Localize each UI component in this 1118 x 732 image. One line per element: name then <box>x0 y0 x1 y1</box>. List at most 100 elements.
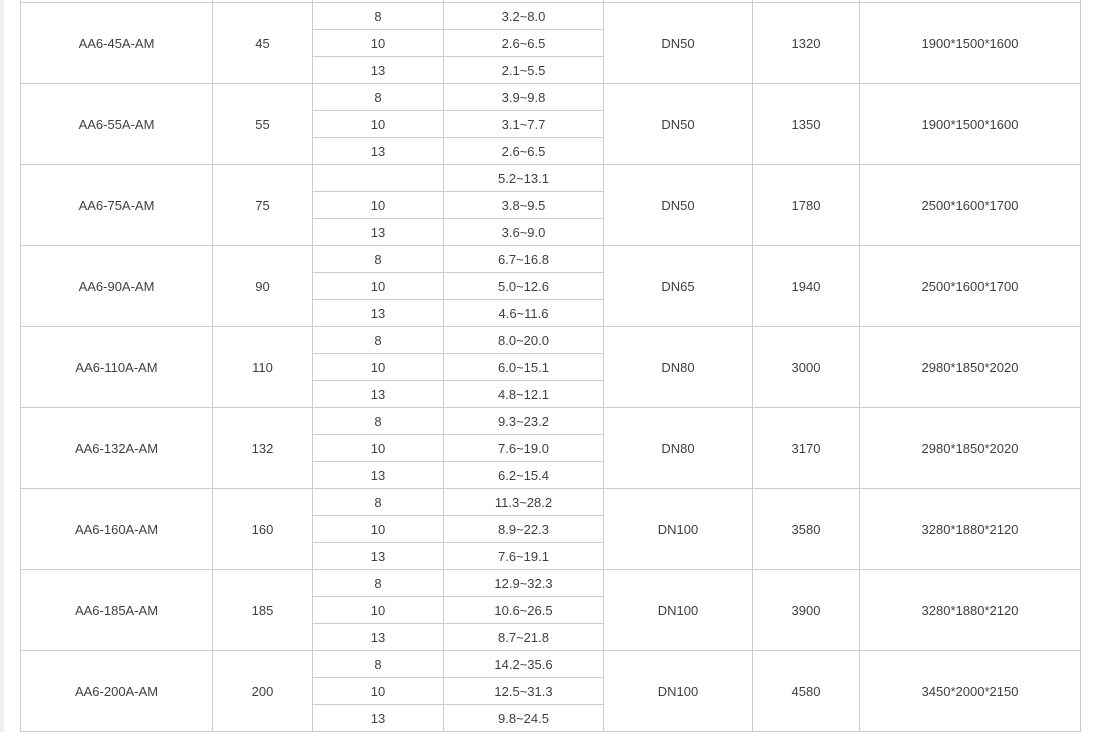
outlet-diameter-cell: DN65 <box>603 245 753 327</box>
flow-range-cell: 2.1~5.5 <box>443 56 604 84</box>
dimensions-cell: 1900*1500*1600 <box>859 2 1081 84</box>
table-row: 10 7.6~19.0 <box>21 434 1081 462</box>
table-row: AA6-90A-AM 90 8 6.7~16.8 DN65 1940 2500*1600*1… <box>20 245 1081 327</box>
table-row: AA6-160A-AM 160 8 11.3~28.2 DN100 3580 3280*18… <box>20 488 1081 570</box>
pressure-cell: 10 <box>312 515 444 543</box>
power-cell: 160 <box>212 488 313 570</box>
pressure-cell: 10 <box>312 596 444 624</box>
flow-range-cell: 2.6~6.5 <box>443 137 604 165</box>
table-row: AA6-75A-AM 75 5.2~13.1 DN50 1780 2500*1600*17… <box>20 164 1081 246</box>
flow-range-cell: 11.3~28.2 <box>443 488 604 516</box>
flow-range-cell: 2.6~6.5 <box>443 29 604 57</box>
weight-cell: 1350 <box>752 83 860 165</box>
table-row: 10 8.9~22.3 <box>21 515 1081 543</box>
pressure-cell: 8 <box>312 326 444 354</box>
table-row: 13 8.7~21.8 <box>21 623 1081 651</box>
table-row: 13 9.8~24.5 <box>21 704 1081 732</box>
flow-range-cell: 10.6~26.5 <box>443 596 604 624</box>
flow-range-cell: 14.2~35.6 <box>443 650 604 678</box>
power-cell: 110 <box>212 326 313 408</box>
model-cell: AA6-45A-AM <box>20 2 213 84</box>
pressure-cell: 8 <box>312 407 444 435</box>
pressure-cell: 10 <box>312 29 444 57</box>
outlet-diameter-cell: DN50 <box>603 83 753 165</box>
pressure-cell: 13 <box>312 542 444 570</box>
power-cell: 90 <box>212 245 313 327</box>
spec-table: AA6-45A-AM 45 8 3.2~8.0 DN50 1320 1900*1500*16… <box>20 0 1081 732</box>
pressure-cell: 8 <box>312 650 444 678</box>
pressure-cell: 8 <box>312 245 444 273</box>
pressure-cell: 8 <box>312 2 444 30</box>
flow-range-cell: 3.9~9.8 <box>443 83 604 111</box>
model-cell: AA6-75A-AM <box>20 164 213 246</box>
model-cell: AA6-132A-AM <box>20 407 213 489</box>
power-cell: 75 <box>212 164 313 246</box>
table-row: AA6-55A-AM 55 8 3.9~9.8 DN50 1350 1900*1500*16… <box>20 83 1081 165</box>
flow-range-cell: 6.0~15.1 <box>443 353 604 381</box>
flow-range-cell: 12.9~32.3 <box>443 569 604 597</box>
weight-cell: 3170 <box>752 407 860 489</box>
table-row: 10 12.5~31.3 <box>21 677 1081 705</box>
left-edge-strip <box>0 0 4 732</box>
weight-cell: 1940 <box>752 245 860 327</box>
flow-range-cell: 6.2~15.4 <box>443 461 604 489</box>
dimensions-cell: 2500*1600*1700 <box>859 164 1081 246</box>
pressure-cell: 13 <box>312 380 444 408</box>
dimensions-cell: 2500*1600*1700 <box>859 245 1081 327</box>
outlet-diameter-cell: DN100 <box>603 569 753 651</box>
pressure-cell: 13 <box>312 299 444 327</box>
table-row: 10 3.8~9.5 <box>21 191 1081 219</box>
model-cell: AA6-55A-AM <box>20 83 213 165</box>
weight-cell: 4580 <box>752 650 860 732</box>
outlet-diameter-cell: DN100 <box>603 650 753 732</box>
table-row: AA6-132A-AM 132 8 9.3~23.2 DN80 3170 2980*1850… <box>20 407 1081 489</box>
flow-range-cell: 6.7~16.8 <box>443 245 604 273</box>
flow-range-cell: 4.6~11.6 <box>443 299 604 327</box>
pressure-cell: 10 <box>312 434 444 462</box>
pressure-cell: 8 <box>312 83 444 111</box>
weight-cell: 3580 <box>752 488 860 570</box>
pressure-cell: 13 <box>312 623 444 651</box>
model-cell: AA6-90A-AM <box>20 245 213 327</box>
outlet-diameter-cell: DN50 <box>603 164 753 246</box>
outlet-diameter-cell: DN100 <box>603 488 753 570</box>
flow-range-cell: 7.6~19.1 <box>443 542 604 570</box>
flow-range-cell: 5.0~12.6 <box>443 272 604 300</box>
model-cell: AA6-160A-AM <box>20 488 213 570</box>
flow-range-cell: 4.8~12.1 <box>443 380 604 408</box>
model-cell: AA6-185A-AM <box>20 569 213 651</box>
model-cell: AA6-200A-AM <box>20 650 213 732</box>
pressure-cell: 8 <box>312 488 444 516</box>
flow-range-cell: 8.9~22.3 <box>443 515 604 543</box>
dimensions-cell: 1900*1500*1600 <box>859 83 1081 165</box>
dimensions-cell: 3280*1880*2120 <box>859 569 1081 651</box>
table-row: AA6-185A-AM 185 8 12.9~32.3 DN100 3900 3280*18… <box>20 569 1081 651</box>
table-row: 10 3.1~7.7 <box>21 110 1081 138</box>
power-cell: 200 <box>212 650 313 732</box>
pressure-cell: 13 <box>312 704 444 732</box>
table-row: 10 6.0~15.1 <box>21 353 1081 381</box>
pressure-cell: 13 <box>312 137 444 165</box>
table-row: AA6-200A-AM 200 8 14.2~35.6 DN100 4580 3450*20… <box>20 650 1081 732</box>
table-row: AA6-45A-AM 45 8 3.2~8.0 DN50 1320 1900*1500*16… <box>20 2 1081 84</box>
dimensions-cell: 3450*2000*2150 <box>859 650 1081 732</box>
flow-range-cell: 8.0~20.0 <box>443 326 604 354</box>
flow-range-cell: 7.6~19.0 <box>443 434 604 462</box>
weight-cell: 3000 <box>752 326 860 408</box>
outlet-diameter-cell: DN50 <box>603 2 753 84</box>
pressure-cell: 10 <box>312 677 444 705</box>
flow-range-cell: 9.8~24.5 <box>443 704 604 732</box>
table-row: 13 2.6~6.5 <box>21 137 1081 165</box>
flow-range-cell: 9.3~23.2 <box>443 407 604 435</box>
table-row: AA6-110A-AM 110 8 8.0~20.0 DN80 3000 2980*1850… <box>20 326 1081 408</box>
weight-cell: 1780 <box>752 164 860 246</box>
flow-range-cell: 12.5~31.3 <box>443 677 604 705</box>
pressure-cell: 13 <box>312 218 444 246</box>
table-row: 10 5.0~12.6 <box>21 272 1081 300</box>
dimensions-cell: 2980*1850*2020 <box>859 326 1081 408</box>
pressure-cell: 10 <box>312 272 444 300</box>
table-row: 13 2.1~5.5 <box>21 56 1081 84</box>
pressure-cell <box>312 164 444 192</box>
pressure-cell: 10 <box>312 353 444 381</box>
